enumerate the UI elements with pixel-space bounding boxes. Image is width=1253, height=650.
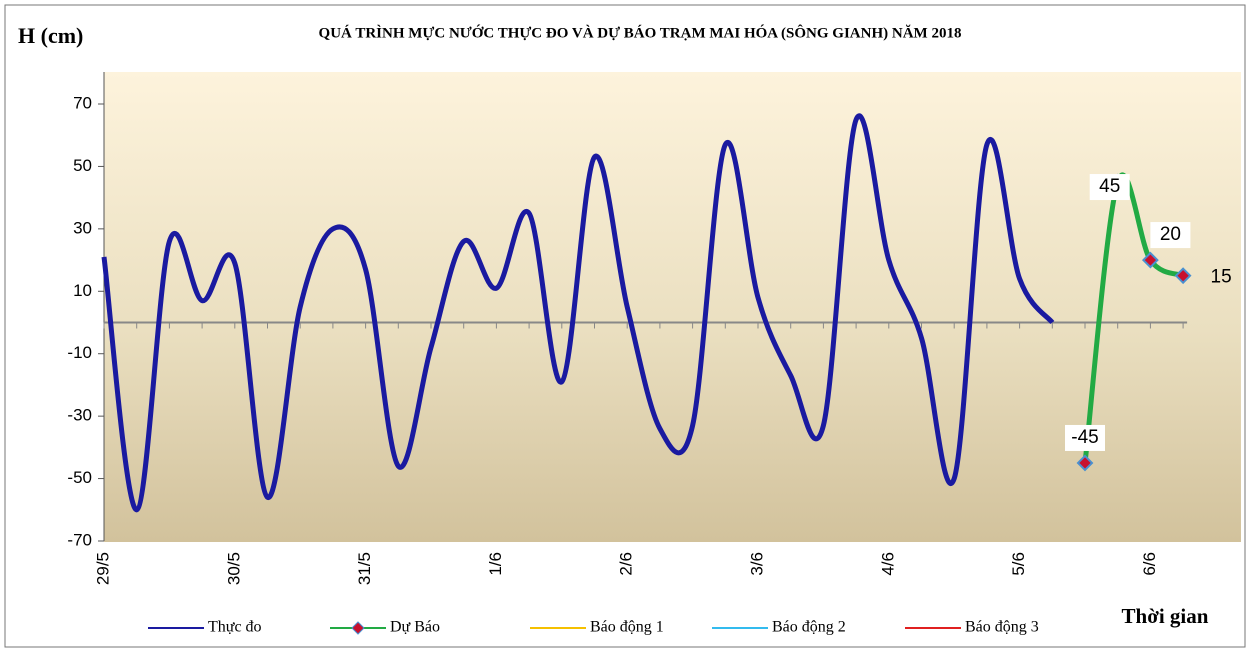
legend-label: Thực đo [208,619,262,636]
x-tick-label: 29/5 [93,552,112,585]
y-tick-label: -70 [67,530,92,549]
y-tick-label: -30 [67,406,92,425]
x-tick-label: 6/6 [1140,552,1159,576]
x-tick-label: 5/6 [1009,552,1028,576]
legend-label: Báo động 1 [590,619,664,636]
x-tick-label: 31/5 [355,552,374,585]
x-tick-label: 3/6 [747,552,766,576]
legend-marker [351,621,365,635]
marker [1174,267,1192,285]
y-tick-label: 30 [73,218,92,237]
plot-area [104,72,1241,542]
data-label-box [1065,424,1105,451]
marker [1076,454,1094,472]
x-tick-label: 4/6 [878,552,897,576]
x-tick-label: 2/6 [617,552,636,576]
y-tick-label: -50 [67,468,92,487]
data-label: 45 [1099,176,1120,197]
data-label-box [1150,222,1191,249]
legend-label: Dự Báo [390,619,440,636]
y-tick-label: 50 [73,156,92,175]
legend-label: Báo động 2 [772,619,846,636]
data-label-box [1089,174,1130,201]
x-tick-label: 30/5 [224,552,243,585]
legend-label: Báo động 3 [965,619,1039,636]
y-tick-label: 10 [73,281,92,300]
data-label: 20 [1160,224,1181,245]
data-label: -45 [1071,427,1098,448]
series-line [101,113,1055,513]
marker [1141,251,1159,269]
data-label: 15 [1211,267,1232,288]
y-tick-label: -10 [67,343,92,362]
x-axis-label: Thời gian [1122,604,1209,628]
y-axis-label: H (cm) [18,23,83,48]
y-tick-label: 70 [73,93,92,112]
chart-title: QUÁ TRÌNH MỰC NƯỚC THỰC ĐO VÀ DỰ BÁO TRẠ… [319,24,962,41]
x-tick-label: 1/6 [486,552,505,576]
